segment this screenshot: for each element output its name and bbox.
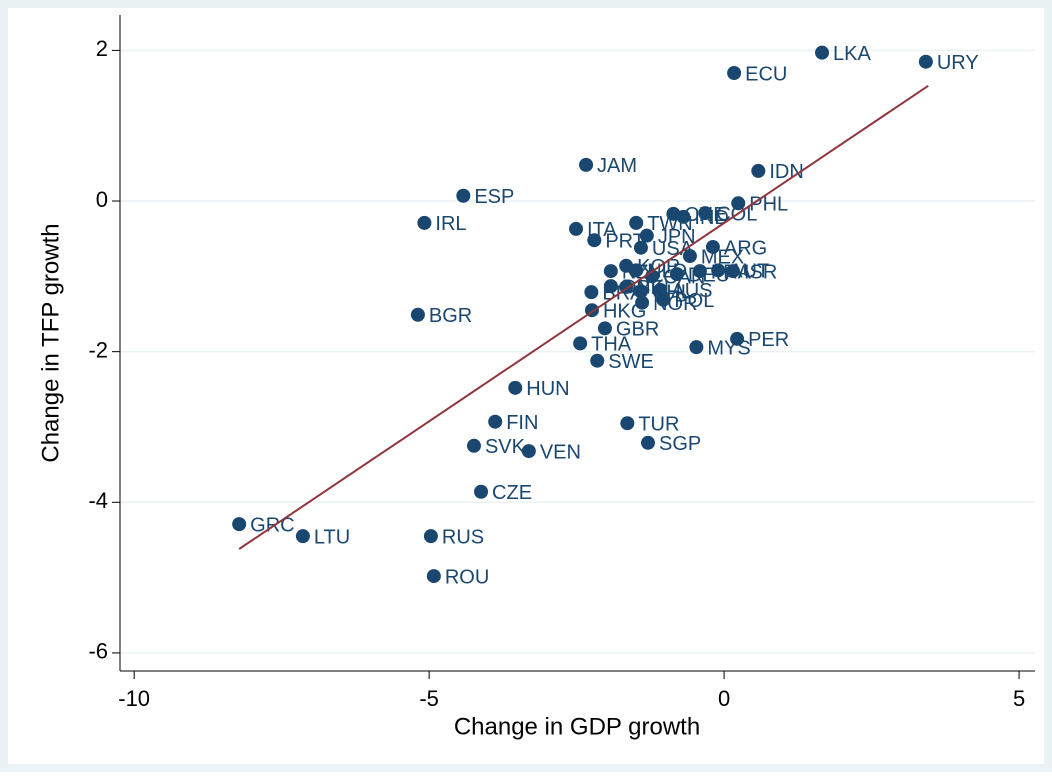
point: [597, 321, 612, 336]
point-label: THA: [591, 334, 632, 356]
x-tick-label: -10: [118, 686, 150, 711]
point: [633, 284, 648, 299]
point: [474, 484, 489, 499]
point-label: AUS: [671, 280, 712, 302]
point: [295, 529, 310, 544]
point: [232, 517, 247, 532]
point-label: JPN: [658, 226, 696, 248]
point: [521, 444, 536, 459]
point: [629, 215, 644, 230]
point: [584, 285, 599, 300]
point: [705, 239, 720, 254]
point-label: PER: [748, 329, 789, 351]
point: [918, 54, 933, 69]
y-tick-label: 2: [96, 36, 108, 61]
point-label: ARG: [724, 237, 767, 259]
point: [573, 336, 588, 351]
point: [629, 263, 644, 278]
point-label: URY: [937, 52, 979, 74]
point-label: ISR: [744, 261, 777, 283]
point: [488, 414, 503, 429]
point: [727, 65, 742, 80]
point: [417, 215, 432, 230]
y-axis-title: Change in TFP growth: [37, 223, 64, 462]
point: [692, 264, 707, 279]
point: [751, 163, 766, 178]
point-label: SVK: [485, 436, 526, 458]
point: [676, 209, 691, 224]
point-label: GRC: [250, 514, 294, 536]
point-label: RUS: [442, 526, 484, 548]
point: [725, 264, 740, 279]
point-label: MYS: [707, 337, 750, 359]
point-label: SGP: [659, 433, 701, 455]
point: [423, 529, 438, 544]
x-tick-label: -5: [419, 686, 439, 711]
point-label: LTU: [314, 526, 350, 548]
point: [587, 233, 602, 248]
point-label: GBR: [616, 319, 659, 341]
point-label: SWE: [608, 351, 654, 373]
point: [410, 307, 425, 322]
point: [656, 292, 671, 307]
point-label: ECU: [745, 63, 787, 85]
point-label: ROU: [445, 566, 489, 588]
point: [508, 380, 523, 395]
point: [698, 206, 713, 221]
point: [682, 249, 697, 264]
point: [731, 196, 746, 211]
point-label: IRL: [435, 213, 466, 235]
point: [669, 267, 684, 282]
point-label: VEN: [540, 441, 581, 463]
point: [711, 263, 726, 278]
point-label: FIN: [506, 412, 538, 434]
point: [603, 264, 618, 279]
x-tick-label: 5: [1013, 686, 1025, 711]
point-label: LKA: [833, 43, 871, 65]
point: [456, 188, 471, 203]
point-label: HUN: [526, 378, 569, 400]
y-tick-label: -6: [88, 639, 108, 664]
point: [569, 221, 584, 236]
point-label: HKG: [603, 301, 646, 323]
x-axis-title: Change in GDP growth: [454, 713, 700, 740]
point: [426, 569, 441, 584]
point: [639, 228, 654, 243]
y-tick-label: 0: [96, 187, 108, 212]
point-label: TUR: [638, 413, 679, 435]
point: [590, 353, 605, 368]
x-tick-label: 0: [718, 686, 730, 711]
point: [635, 295, 650, 310]
point-label: POL: [674, 290, 714, 312]
point: [815, 45, 830, 60]
point: [730, 331, 745, 346]
y-tick-label: -4: [88, 488, 108, 513]
point-label: JAM: [597, 155, 637, 177]
point: [620, 416, 635, 431]
point-label: AUT: [729, 261, 769, 283]
point-label: ESP: [474, 186, 514, 208]
point-label: BGR: [429, 305, 472, 327]
fit-line: [238, 84, 929, 550]
point-label: CZE: [492, 482, 532, 504]
point-label: IDN: [769, 161, 803, 183]
point: [689, 340, 704, 355]
point: [633, 240, 648, 255]
plot-background: [8, 8, 1044, 764]
point: [466, 438, 481, 453]
point: [579, 157, 594, 172]
y-tick-label: -2: [88, 337, 108, 362]
point: [603, 279, 618, 294]
point-label: MEX: [701, 246, 744, 268]
point: [640, 435, 655, 450]
